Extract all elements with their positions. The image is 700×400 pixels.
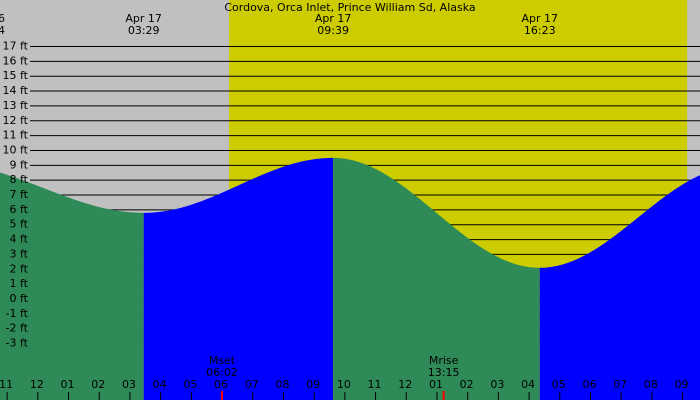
x-tick-label: 02	[460, 378, 474, 391]
rising-tide	[143, 157, 334, 400]
y-tick-label: 12 ft	[3, 114, 29, 127]
moon-label: Mrise	[429, 354, 459, 367]
y-tick-label: -1 ft	[6, 307, 29, 320]
moon-label: Mset	[209, 354, 236, 367]
tide-area	[0, 157, 700, 400]
x-tick-label: 06	[582, 378, 596, 391]
y-tick-label: 9 ft	[10, 158, 29, 171]
moon-time: 06:02	[206, 366, 238, 379]
x-tick-label: 07	[245, 378, 259, 391]
y-tick-label: 2 ft	[10, 262, 29, 275]
y-tick-label: 13 ft	[3, 99, 29, 112]
x-tick-label: 12	[30, 378, 44, 391]
y-tick-label: 4 ft	[10, 233, 29, 246]
x-tick-label: 08	[275, 378, 289, 391]
x-tick-label: 04	[521, 378, 535, 391]
x-tick-label: 09	[306, 378, 320, 391]
x-tick-label: 08	[644, 378, 658, 391]
x-tick-label: 01	[429, 378, 443, 391]
y-tick-label: 6 ft	[10, 203, 29, 216]
rising-tide	[539, 175, 700, 400]
x-tick-label: 04	[153, 378, 167, 391]
extreme-time: 16:23	[524, 24, 556, 37]
y-tick-label: 15 ft	[3, 69, 29, 82]
y-tick-label: 0 ft	[10, 292, 29, 305]
x-tick-label: 12	[398, 378, 412, 391]
y-tick-label: 5 ft	[10, 218, 29, 231]
y-tick-label: -3 ft	[6, 337, 29, 350]
extreme-time: 4	[0, 24, 5, 37]
extreme-date: Apr 17	[125, 12, 162, 25]
extreme-time: 03:29	[128, 24, 160, 37]
y-tick-label: 8 ft	[10, 173, 29, 186]
y-tick-label: 3 ft	[10, 247, 29, 260]
y-tick-label: 7 ft	[10, 188, 29, 201]
x-tick-label: 06	[214, 378, 228, 391]
falling-tide	[333, 157, 540, 400]
y-tick-label: 14 ft	[3, 84, 29, 97]
x-tick-label: 05	[552, 378, 566, 391]
x-tick-label: 07	[613, 378, 627, 391]
extreme-date: Apr 17	[521, 12, 558, 25]
extreme-date: 6	[0, 12, 5, 25]
y-tick-label: 10 ft	[3, 143, 29, 156]
x-tick-label: 03	[490, 378, 504, 391]
x-tick-label: 05	[183, 378, 197, 391]
extreme-date: Apr 17	[315, 12, 352, 25]
x-tick-label: 01	[61, 378, 75, 391]
y-tick-label: 16 ft	[3, 54, 29, 67]
x-tick-label: 11	[0, 378, 13, 391]
x-tick-label: 02	[91, 378, 105, 391]
y-tick-label: -2 ft	[6, 322, 29, 335]
y-tick-label: 1 ft	[10, 277, 29, 290]
extreme-time: 09:39	[317, 24, 349, 37]
y-tick-label: 11 ft	[3, 129, 29, 142]
x-tick-label: 03	[122, 378, 136, 391]
falling-tide	[0, 172, 144, 400]
y-tick-label: 17 ft	[3, 39, 29, 52]
x-tick-label: 09	[675, 378, 689, 391]
x-tick-label: 10	[337, 378, 351, 391]
chart-title: Cordova, Orca Inlet, Prince William Sd, …	[224, 1, 475, 14]
moon-time: 13:15	[428, 366, 460, 379]
x-tick-label: 11	[368, 378, 382, 391]
